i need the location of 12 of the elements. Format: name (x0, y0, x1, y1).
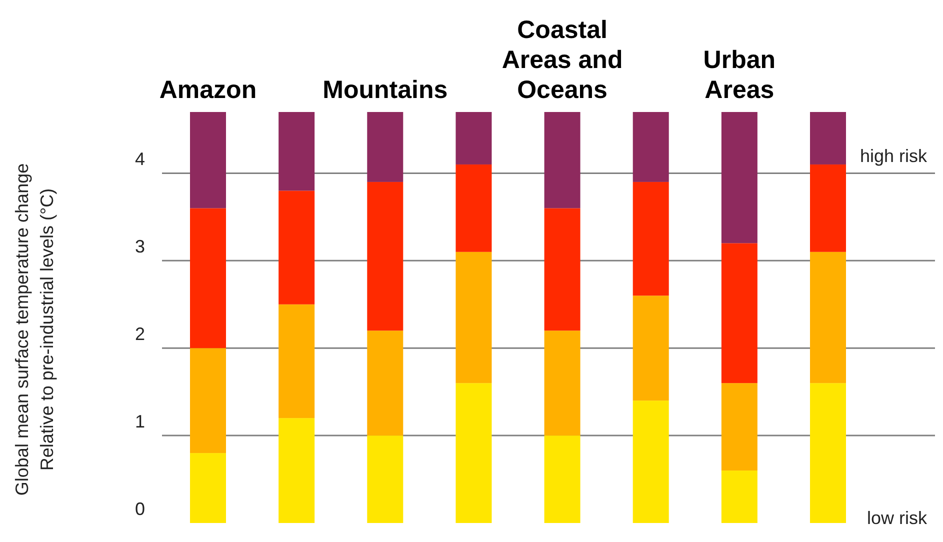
y-tick-label: 3 (134, 236, 146, 257)
x-tick-label: Urban Areas (703, 46, 776, 104)
x-tick-label: Coastal Areas and Oceans (502, 16, 623, 104)
y-axis-title: Global mean surface temperature change Relative to pre-industrial levels (°C) (12, 163, 57, 496)
annotation: low risk (866, 508, 928, 528)
x-tick-label: Amazon (159, 76, 257, 104)
annotation: high risk (860, 146, 928, 166)
x-tick-label: Mountains (322, 76, 448, 104)
y-tick-label: 0 (134, 499, 146, 519)
y-tick-label: 2 (134, 324, 146, 344)
y-tick-label: 4 (134, 149, 146, 170)
y-tick-label: 1 (134, 412, 146, 432)
